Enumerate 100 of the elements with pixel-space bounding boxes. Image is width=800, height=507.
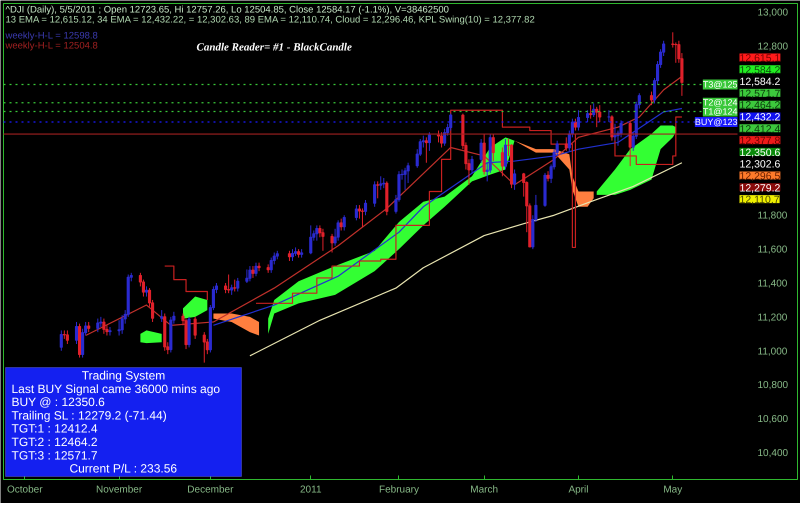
candlestick xyxy=(592,102,596,118)
candlestick xyxy=(449,113,452,132)
annotation: 12,432.2 xyxy=(740,112,781,124)
candlestick xyxy=(650,91,654,106)
candlestick xyxy=(586,110,590,123)
candlestick xyxy=(342,214,346,231)
candlestick xyxy=(87,321,90,333)
annotation: BUY @ : 12350.6 xyxy=(12,395,106,410)
annotation: 12,377.8 xyxy=(740,135,781,148)
candlestick xyxy=(160,310,164,322)
candlestick xyxy=(360,208,364,228)
y-tick-label: 11,400 xyxy=(758,278,788,290)
candlestick xyxy=(564,136,568,152)
candlestick xyxy=(595,106,598,128)
candlestick xyxy=(379,176,382,190)
annotation: Candle Reader= #1 - BlackCandle xyxy=(196,42,352,54)
line-series xyxy=(249,162,682,356)
x-tick-label: December xyxy=(187,484,234,496)
annotation: Trailing SL : 12279.2 (-71.44) xyxy=(12,408,167,422)
candlestick xyxy=(321,228,324,252)
candlestick xyxy=(598,104,602,123)
candlestick xyxy=(340,218,343,231)
candlestick xyxy=(330,233,334,254)
y-tick-label: 11,800 xyxy=(758,210,788,222)
y-tick-label: 12,800 xyxy=(758,41,789,52)
annotation: 12,302.6 xyxy=(740,158,781,171)
candlestick xyxy=(492,133,495,162)
candlestick xyxy=(513,169,516,190)
candlestick xyxy=(233,279,236,292)
annotation: Last BUY Signal came 36000 mins ago xyxy=(12,382,220,396)
candlestick xyxy=(424,136,428,164)
candlestick xyxy=(607,110,610,123)
annotation: 12,584.2 xyxy=(740,76,781,88)
y-tick-label: 11,000 xyxy=(758,346,788,358)
candlestick xyxy=(628,122,632,167)
candlestick xyxy=(574,118,577,132)
candlestick xyxy=(202,332,206,364)
candlestick xyxy=(546,170,550,182)
annotation: 12,615.1 xyxy=(740,52,781,64)
y-tick-label: 10,600 xyxy=(758,414,789,426)
annotation: 12,350.6 xyxy=(740,146,781,159)
candlestick xyxy=(470,155,474,174)
annotation: TGT:3 : 12571.7 xyxy=(12,448,98,462)
candlestick xyxy=(373,180,376,208)
annotation: 12,296.5 xyxy=(740,170,781,182)
x-tick-label: October xyxy=(7,484,44,496)
candlestick xyxy=(440,132,444,148)
candlestick xyxy=(576,110,580,132)
candlestick xyxy=(309,224,312,255)
candlestick xyxy=(504,138,508,170)
candlestick xyxy=(248,266,252,282)
candlestick xyxy=(610,114,614,142)
annotation: weekly-H-L = 12504.8 xyxy=(4,40,98,52)
candlestick xyxy=(290,248,294,262)
candlestick xyxy=(480,138,483,164)
x-tick-label: April xyxy=(568,484,588,496)
candlestick xyxy=(500,146,504,177)
candlestick xyxy=(144,286,148,298)
candlestick xyxy=(315,224,318,242)
candlestick xyxy=(376,180,380,199)
candlestick xyxy=(60,330,63,352)
candlestick xyxy=(245,268,248,284)
x-tick-label: May xyxy=(663,484,682,496)
candlestick xyxy=(66,330,69,344)
candlestick xyxy=(99,316,102,328)
chart-title: ^DJI (Daily), 5/5/2011 ; Open 12723.65, Hi 12757.26, Lo 12504.85, Close 12584.17 (-1.1%), V=38462500 xyxy=(6,4,449,16)
candlestick xyxy=(236,277,240,292)
annotation: TGT:2 : 12464.2 xyxy=(12,435,98,449)
ref-line-label: BUY@123 xyxy=(694,116,738,127)
annotation: 12,279.2 xyxy=(740,182,781,194)
ref-line-label: T2@124 xyxy=(702,98,738,108)
y-tick-label: 11,200 xyxy=(758,312,788,324)
candlestick xyxy=(364,200,368,216)
candlestick xyxy=(428,132,431,152)
annotation: TGT:1 : 12412.4 xyxy=(12,422,98,436)
annotation: 12,110.7 xyxy=(740,194,780,206)
candlestick xyxy=(354,204,358,221)
candlestick xyxy=(74,321,78,344)
candlestick xyxy=(382,177,386,189)
x-tick-label: March xyxy=(470,484,498,496)
annotation: Current P/L : 233.56 xyxy=(69,462,178,476)
candlestick xyxy=(227,274,230,294)
annotation: weekly-H-L = 12598.8 xyxy=(4,30,98,42)
ref-line-label: T3@125 xyxy=(702,80,738,90)
x-tick-label: November xyxy=(96,484,143,496)
y-tick-label: 13,000 xyxy=(758,7,789,18)
candlestick xyxy=(674,42,678,64)
candlestick xyxy=(194,316,197,340)
candlestick xyxy=(102,318,106,334)
y-tick-label: 10,800 xyxy=(758,380,789,392)
annotation: Trading System xyxy=(82,368,166,382)
text: 13 EMA = 12,615.12, 34 EMA = 12,432.22, = 12,302.63, 89 EMA = 12,110.74, Cloud = 12,296.46, KPL Swing(10) = 12,377.82 xyxy=(6,14,535,26)
candlestick xyxy=(230,284,234,296)
y-tick-label: 10,400 xyxy=(758,448,789,459)
candlestick xyxy=(96,318,100,333)
ref-line-label: T1@124 xyxy=(702,106,738,117)
x-tick-label: 2011 xyxy=(300,484,322,496)
candlestick xyxy=(589,104,592,120)
candlestick xyxy=(288,250,292,262)
candlestick xyxy=(254,262,258,277)
